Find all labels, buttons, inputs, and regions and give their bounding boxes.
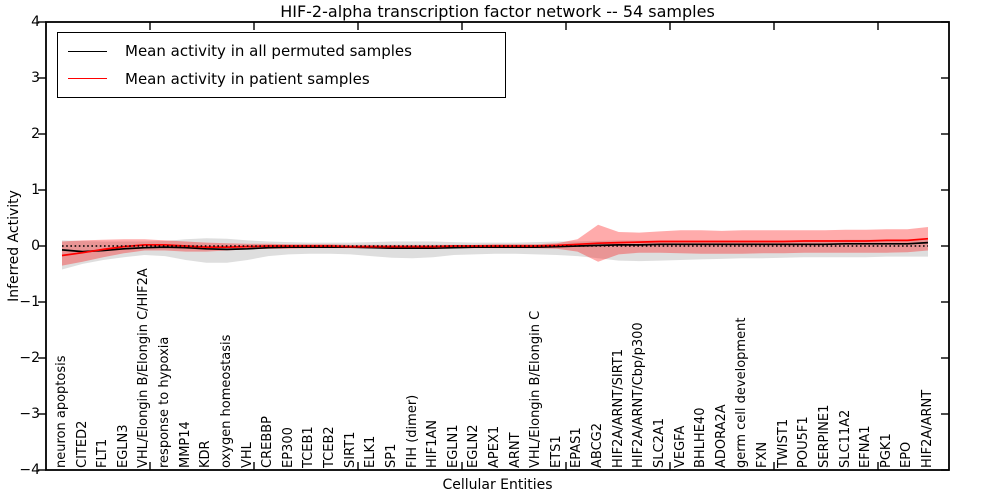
permuted-line-swatch xyxy=(68,50,107,52)
x-category-label: SLC2A1 xyxy=(651,417,667,468)
y-tick-label: 1 xyxy=(31,182,40,198)
x-category-label: VEGFA xyxy=(672,425,688,468)
x-category-label: FLT1 xyxy=(95,438,111,468)
x-category-label: EGLN1 xyxy=(445,424,461,468)
x-category-label: EFNA1 xyxy=(858,425,874,468)
y-tick-label: 3 xyxy=(31,70,40,86)
x-category-label: ADORA2A xyxy=(713,404,729,468)
x-category-label: ABCG2 xyxy=(590,422,606,468)
x-category-label: POU5F1 xyxy=(796,416,812,468)
x-category-label: ETS1 xyxy=(548,435,564,468)
y-tick-label: 2 xyxy=(31,126,40,142)
x-category-label: BHLHE40 xyxy=(693,407,709,468)
x-category-label: neuron apoptosis xyxy=(54,355,69,469)
x-category-label: EGLN3 xyxy=(115,424,131,468)
x-category-label: HIF2A/ARNT/Cbp/p300 xyxy=(631,322,647,468)
legend-item-label: Mean activity in patient samples xyxy=(125,69,370,88)
x-category-label: ARNT xyxy=(507,432,523,468)
legend: Mean activity in all permuted samples Me… xyxy=(57,32,506,98)
y-tick-label: 4 xyxy=(31,14,40,30)
x-category-label: KDR xyxy=(198,440,214,468)
x-category-label: ELK1 xyxy=(363,435,379,468)
x-category-label: response to hypoxia xyxy=(157,336,173,468)
x-category-label: FIH (dimer) xyxy=(404,394,420,468)
y-tick-label: 0 xyxy=(31,238,40,254)
x-category-label: CREBBP xyxy=(260,416,276,468)
x-category-label: TCEB1 xyxy=(301,426,317,468)
x-category-label: PGK1 xyxy=(878,433,894,468)
y-tick-label: −1 xyxy=(19,294,40,310)
y-tick-label: −2 xyxy=(19,350,40,366)
legend-item-permuted: Mean activity in all permuted samples xyxy=(68,42,505,60)
x-category-label: EGLN2 xyxy=(466,424,482,468)
x-category-label: APEX1 xyxy=(487,425,502,468)
x-category-label: HIF1AN xyxy=(425,420,441,468)
y-tick-label: −3 xyxy=(19,406,40,422)
y-tick-label: −4 xyxy=(19,462,40,478)
x-category-label: TCEB2 xyxy=(322,426,338,468)
x-category-label: SERPINE1 xyxy=(816,404,832,468)
x-category-label: germ cell development xyxy=(734,317,750,468)
x-category-label: VHL/Elongin B/Elongin C/HIF2A xyxy=(136,268,152,468)
x-category-label: HIF2A/ARNT xyxy=(920,389,935,468)
x-category-label: VHL/Elongin B/Elongin C xyxy=(528,310,544,468)
x-category-label: EP300 xyxy=(280,427,296,468)
x-category-label: SIRT1 xyxy=(342,431,358,468)
x-category-label: SP1 xyxy=(383,443,399,468)
x-category-label: TWIST1 xyxy=(775,418,791,468)
permuted-mean-line xyxy=(61,241,929,253)
legend-item-patient: Mean activity in patient samples xyxy=(68,70,505,88)
legend-item-label: Mean activity in all permuted samples xyxy=(125,42,412,61)
patient-line-swatch xyxy=(68,78,107,80)
x-category-label: HIF2A/ARNT/SIRT1 xyxy=(610,349,626,468)
x-category-label: oxygen homeostasis xyxy=(218,334,234,468)
chart-title: HIF-2-alpha transcription factor network… xyxy=(280,2,715,21)
x-category-label: MMP14 xyxy=(177,421,193,468)
x-axis-title: Cellular Entities xyxy=(442,477,553,493)
x-category-label: EPAS1 xyxy=(569,427,585,468)
x-category-label: CITED2 xyxy=(74,420,90,468)
x-category-label: SLC11A2 xyxy=(837,409,853,468)
x-category-label: VHL xyxy=(239,442,255,468)
x-category-label: FXN xyxy=(755,441,771,468)
x-category-label: EPO xyxy=(899,441,915,468)
